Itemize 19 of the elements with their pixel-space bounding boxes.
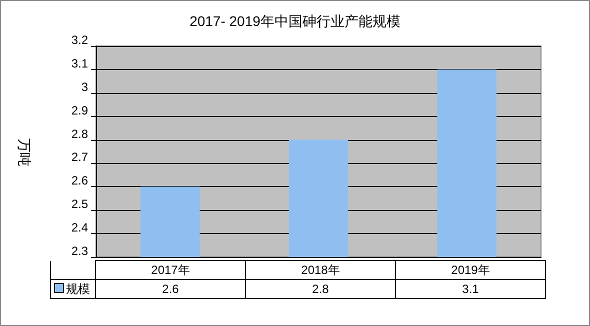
chart-title: 2017- 2019年中国砷行业产能规模	[190, 13, 400, 29]
y-tick-label: 2.5	[71, 197, 88, 212]
data-label: 2.8	[246, 280, 396, 298]
data-label: 2.6	[96, 280, 246, 298]
y-tick-label: 2.9	[71, 103, 88, 118]
y-tick-label: 2.4	[71, 220, 88, 235]
y-axis-title: 万吨	[16, 138, 32, 166]
x-tick-label: 2018年	[246, 260, 396, 280]
y-tick-label: 2.7	[71, 150, 88, 164]
y-tick-label: 3.1	[71, 56, 88, 70]
y-tick-label: 3	[81, 80, 88, 94]
y-tick-label: 2.3	[71, 244, 88, 258]
x-tick-label: 2019年	[396, 260, 546, 280]
y-tick-label: 2.8	[71, 126, 88, 141]
data-label: 3.1	[396, 280, 546, 298]
y-tick-label: 2.6	[71, 174, 88, 188]
x-tick-label: 2017年	[96, 260, 246, 280]
y-tick-label: 3.2	[71, 33, 88, 47]
legend-label: 规模	[66, 282, 90, 296]
